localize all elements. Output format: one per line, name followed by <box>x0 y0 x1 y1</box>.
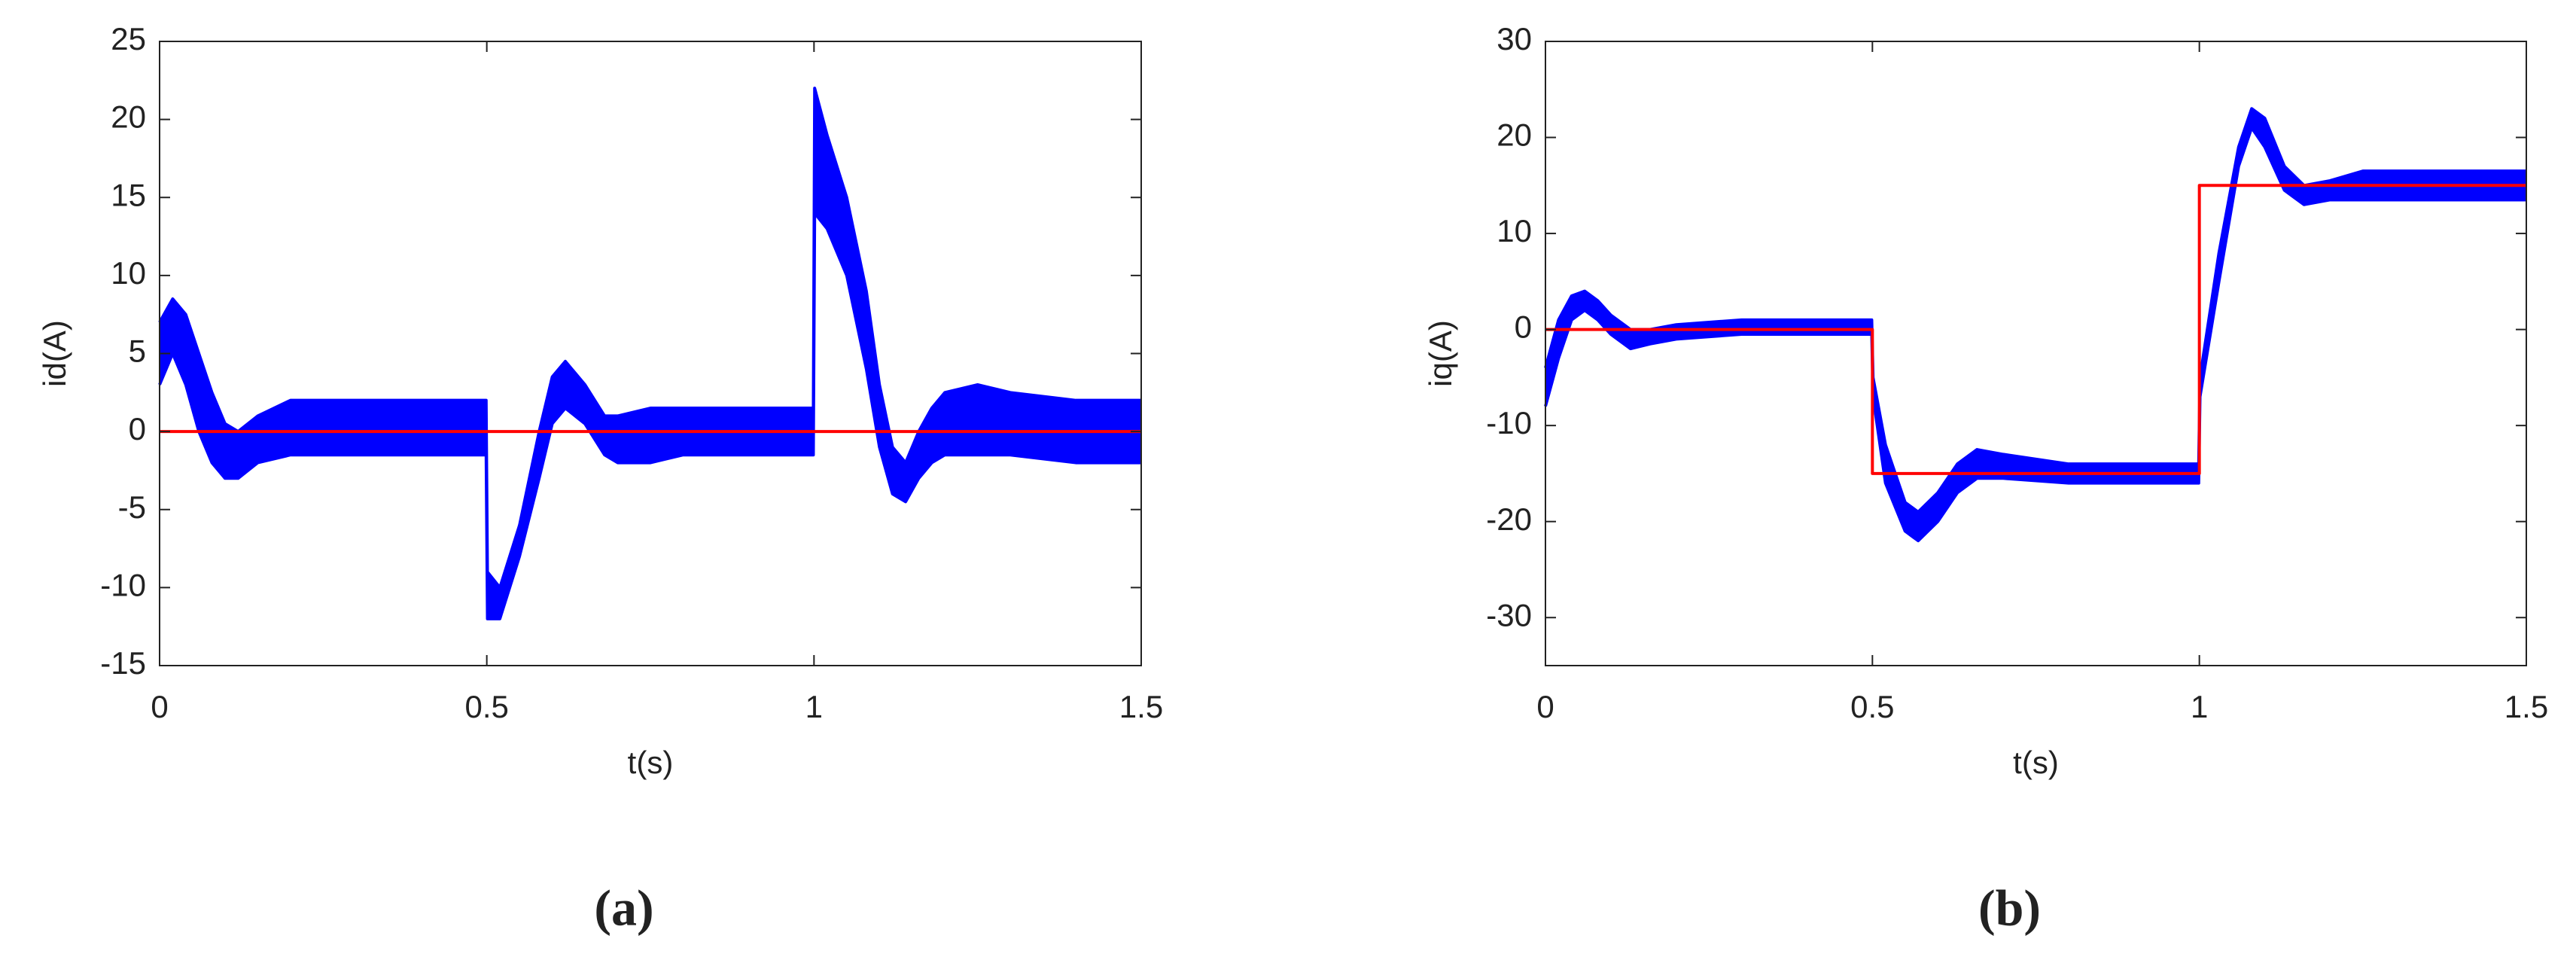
y-tick-label: 20 <box>1497 117 1532 153</box>
data-line <box>1545 184 2526 475</box>
y-tick-label: -5 <box>118 489 146 525</box>
y-tick-label: -10 <box>1486 405 1532 440</box>
x-tick-label: 1.5 <box>2504 689 2548 724</box>
x-tick-label: 1 <box>805 689 823 724</box>
caption: (a) <box>594 879 653 937</box>
y-tick-label: -30 <box>1486 597 1532 632</box>
x-tick-label: 1 <box>2191 689 2208 724</box>
y-tick-label: -15 <box>100 645 146 681</box>
y-tick-label: -10 <box>100 567 146 602</box>
y-tick-label: 15 <box>111 177 146 212</box>
y-tick-label: 5 <box>129 334 146 369</box>
data-line <box>158 87 1141 590</box>
y-tick-label: -20 <box>1486 501 1532 537</box>
y-axis-label: iq(A) <box>1423 320 1458 387</box>
x-tick-label: 0.5 <box>464 689 508 724</box>
y-axis-label: id(A) <box>37 320 72 387</box>
x-axis-label: t(s) <box>2013 745 2059 780</box>
x-tick-label: 1.5 <box>1119 689 1163 724</box>
plot-box <box>159 41 1142 666</box>
y-tick-label: 20 <box>111 99 146 135</box>
plot-box <box>1545 41 2527 666</box>
band <box>1545 108 2526 541</box>
x-tick-label: 0 <box>1536 689 1554 724</box>
band <box>160 88 1141 619</box>
y-tick-label: 0 <box>129 411 146 446</box>
y-tick-label: 10 <box>111 255 146 291</box>
x-axis-label: t(s) <box>628 745 674 780</box>
y-tick-label: 25 <box>111 21 146 56</box>
y-tick-label: 0 <box>1515 309 1532 345</box>
x-tick-label: 0.5 <box>1850 689 1894 724</box>
data-line <box>158 211 1141 620</box>
caption: (b) <box>1978 879 2041 937</box>
x-tick-label: 0 <box>151 689 168 724</box>
y-tick-label: 30 <box>1497 21 1532 56</box>
data-line <box>1544 126 2526 543</box>
y-tick-label: 10 <box>1497 213 1532 248</box>
data-line <box>1544 107 2526 513</box>
